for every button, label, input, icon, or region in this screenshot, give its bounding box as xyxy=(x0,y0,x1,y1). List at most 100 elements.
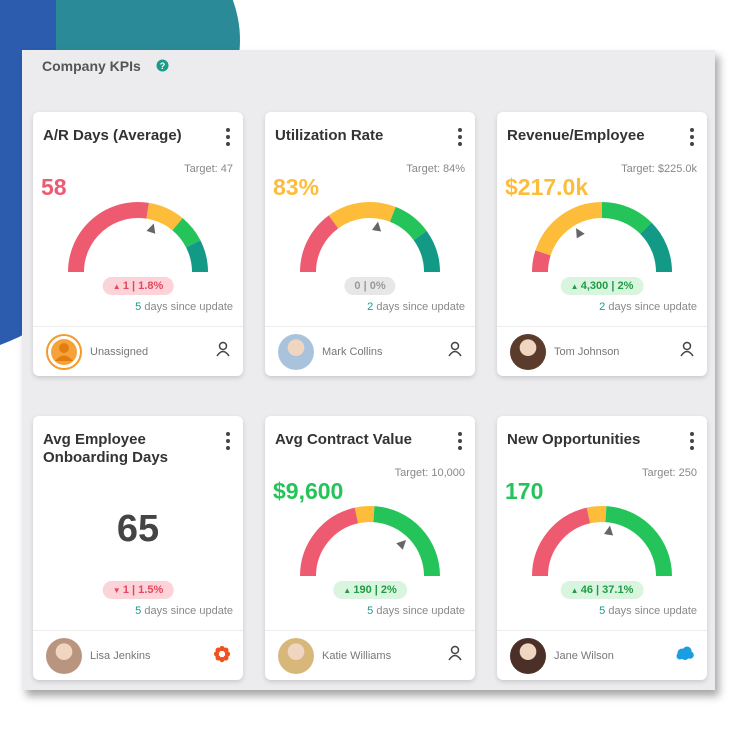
delta-pill: 0 | 0% xyxy=(344,277,396,295)
menu-button[interactable] xyxy=(457,128,463,148)
delta-text: 1 | 1.5% xyxy=(122,584,164,596)
footer-divider xyxy=(265,630,475,631)
card-title: Utilization Rate xyxy=(275,127,384,144)
gear-icon xyxy=(213,645,231,663)
footer-icon[interactable] xyxy=(679,341,695,362)
footer-icon[interactable] xyxy=(447,645,463,666)
days-count: 5 xyxy=(367,605,374,617)
kpi-card: A/R Days (Average) Target: 47 58 ▲ 1 | 1.8%… xyxy=(33,112,243,376)
days-label: days since update xyxy=(376,605,465,617)
kpi-value: 170 xyxy=(505,478,544,504)
gauge-pointer xyxy=(146,223,156,234)
footer-icon[interactable] xyxy=(213,645,231,668)
gauge-band xyxy=(354,506,375,524)
gauge-band xyxy=(68,202,149,273)
owner-name: Katie Williams xyxy=(322,650,392,662)
gauge-band xyxy=(586,506,607,524)
gauge xyxy=(68,202,208,273)
owner-name: Unassigned xyxy=(90,346,149,358)
days-count: 2 xyxy=(599,301,606,313)
gauge-band xyxy=(532,250,551,273)
footer-divider xyxy=(497,630,707,631)
kpi-card: Revenue/Employee Target: $225.0k $217.0k ▲ … xyxy=(497,112,707,376)
kpi-value: $9,600 xyxy=(273,478,344,504)
days-count: 5 xyxy=(599,605,606,617)
menu-button[interactable] xyxy=(689,128,695,148)
kpi-card: Utilization Rate Target: 84% 83% 0 | 0% 2 da… xyxy=(265,112,475,376)
delta-pill: ▲ 4,300 | 2% xyxy=(560,277,644,295)
days-label: days since update xyxy=(376,301,465,313)
gauge-band xyxy=(300,507,359,577)
kpi-card: New Opportunities Target: 250 170 ▲ 46 | 37… xyxy=(497,416,707,680)
update-info: 2 days since update xyxy=(599,301,697,313)
footer-divider xyxy=(33,630,243,631)
menu-button[interactable] xyxy=(689,432,695,452)
owner-avatar xyxy=(510,638,546,674)
update-info: 2 days since update xyxy=(367,301,465,313)
days-count: 5 xyxy=(135,605,142,617)
footer-icon[interactable] xyxy=(675,645,695,666)
footer-divider xyxy=(497,326,707,327)
footer-divider xyxy=(33,326,243,327)
delta-pill: ▲ 1 | 1.8% xyxy=(102,277,174,295)
gauge-band xyxy=(172,218,201,248)
help-icon[interactable]: ? xyxy=(156,59,169,72)
delta-pill: ▲ 190 | 2% xyxy=(333,581,407,599)
gauge-band xyxy=(300,215,339,273)
trend-arrow: ▲ xyxy=(570,282,581,291)
days-label: days since update xyxy=(144,605,233,617)
target-label: Target: $225.0k xyxy=(621,163,697,175)
cloud-icon xyxy=(676,646,694,660)
days-label: days since update xyxy=(608,301,697,313)
menu-button[interactable] xyxy=(457,432,463,452)
card-title: A/R Days (Average) xyxy=(43,127,182,144)
gauge-band xyxy=(328,202,396,229)
gauge xyxy=(300,506,440,577)
gauge-band xyxy=(605,506,672,577)
target-label: Target: 47 xyxy=(184,163,233,175)
days-label: days since update xyxy=(608,605,697,617)
gauge-band xyxy=(639,222,672,273)
delta-pill: ▲ 46 | 37.1% xyxy=(560,581,644,599)
owner-name: Lisa Jenkins xyxy=(90,650,151,662)
delta-text: 0 | 0% xyxy=(354,280,386,292)
gauge-band xyxy=(535,202,603,256)
update-info: 5 days since update xyxy=(367,605,465,617)
trend-arrow: ▲ xyxy=(570,586,581,595)
trend-arrow: ▼ xyxy=(112,586,123,595)
person-icon xyxy=(448,341,462,357)
gauge xyxy=(532,202,672,273)
panel-title: Company KPIs xyxy=(42,58,141,74)
owner-avatar xyxy=(278,638,314,674)
menu-button[interactable] xyxy=(225,432,231,452)
kpi-card: Avg Employee Onboarding Days 65 ▼ 1 | 1.5%… xyxy=(33,416,243,680)
delta-text: 46 | 37.1% xyxy=(580,584,634,596)
svg-text:?: ? xyxy=(160,61,166,71)
card-title: Avg Employee Onboarding Days xyxy=(43,431,169,466)
person-icon xyxy=(680,341,694,357)
gauge-band xyxy=(373,506,440,577)
gauge-band xyxy=(601,202,652,235)
footer-icon[interactable] xyxy=(215,341,231,362)
gauge-pointer xyxy=(603,525,614,536)
target-label: Target: 84% xyxy=(406,163,465,175)
footer-icon[interactable] xyxy=(447,341,463,362)
footer-divider xyxy=(265,326,475,327)
gauge-band xyxy=(389,206,427,241)
gauge-pointer xyxy=(371,221,382,232)
kpi-card: Avg Contract Value Target: 10,000 $9,600 ▲ … xyxy=(265,416,475,680)
person-icon xyxy=(448,645,462,661)
trend-arrow: ▲ xyxy=(343,586,354,595)
update-info: 5 days since update xyxy=(599,605,697,617)
menu-button[interactable] xyxy=(225,128,231,148)
delta-text: 1 | 1.8% xyxy=(122,280,164,292)
kpi-value: 65 xyxy=(116,508,160,550)
gauge-band xyxy=(532,507,591,577)
days-count: 5 xyxy=(135,301,142,313)
owner-avatar xyxy=(278,334,314,370)
kpi-value: 83% xyxy=(273,174,320,200)
owner-name: Tom Johnson xyxy=(554,346,620,358)
gauge-band xyxy=(413,230,440,273)
update-info: 5 days since update xyxy=(135,605,233,617)
